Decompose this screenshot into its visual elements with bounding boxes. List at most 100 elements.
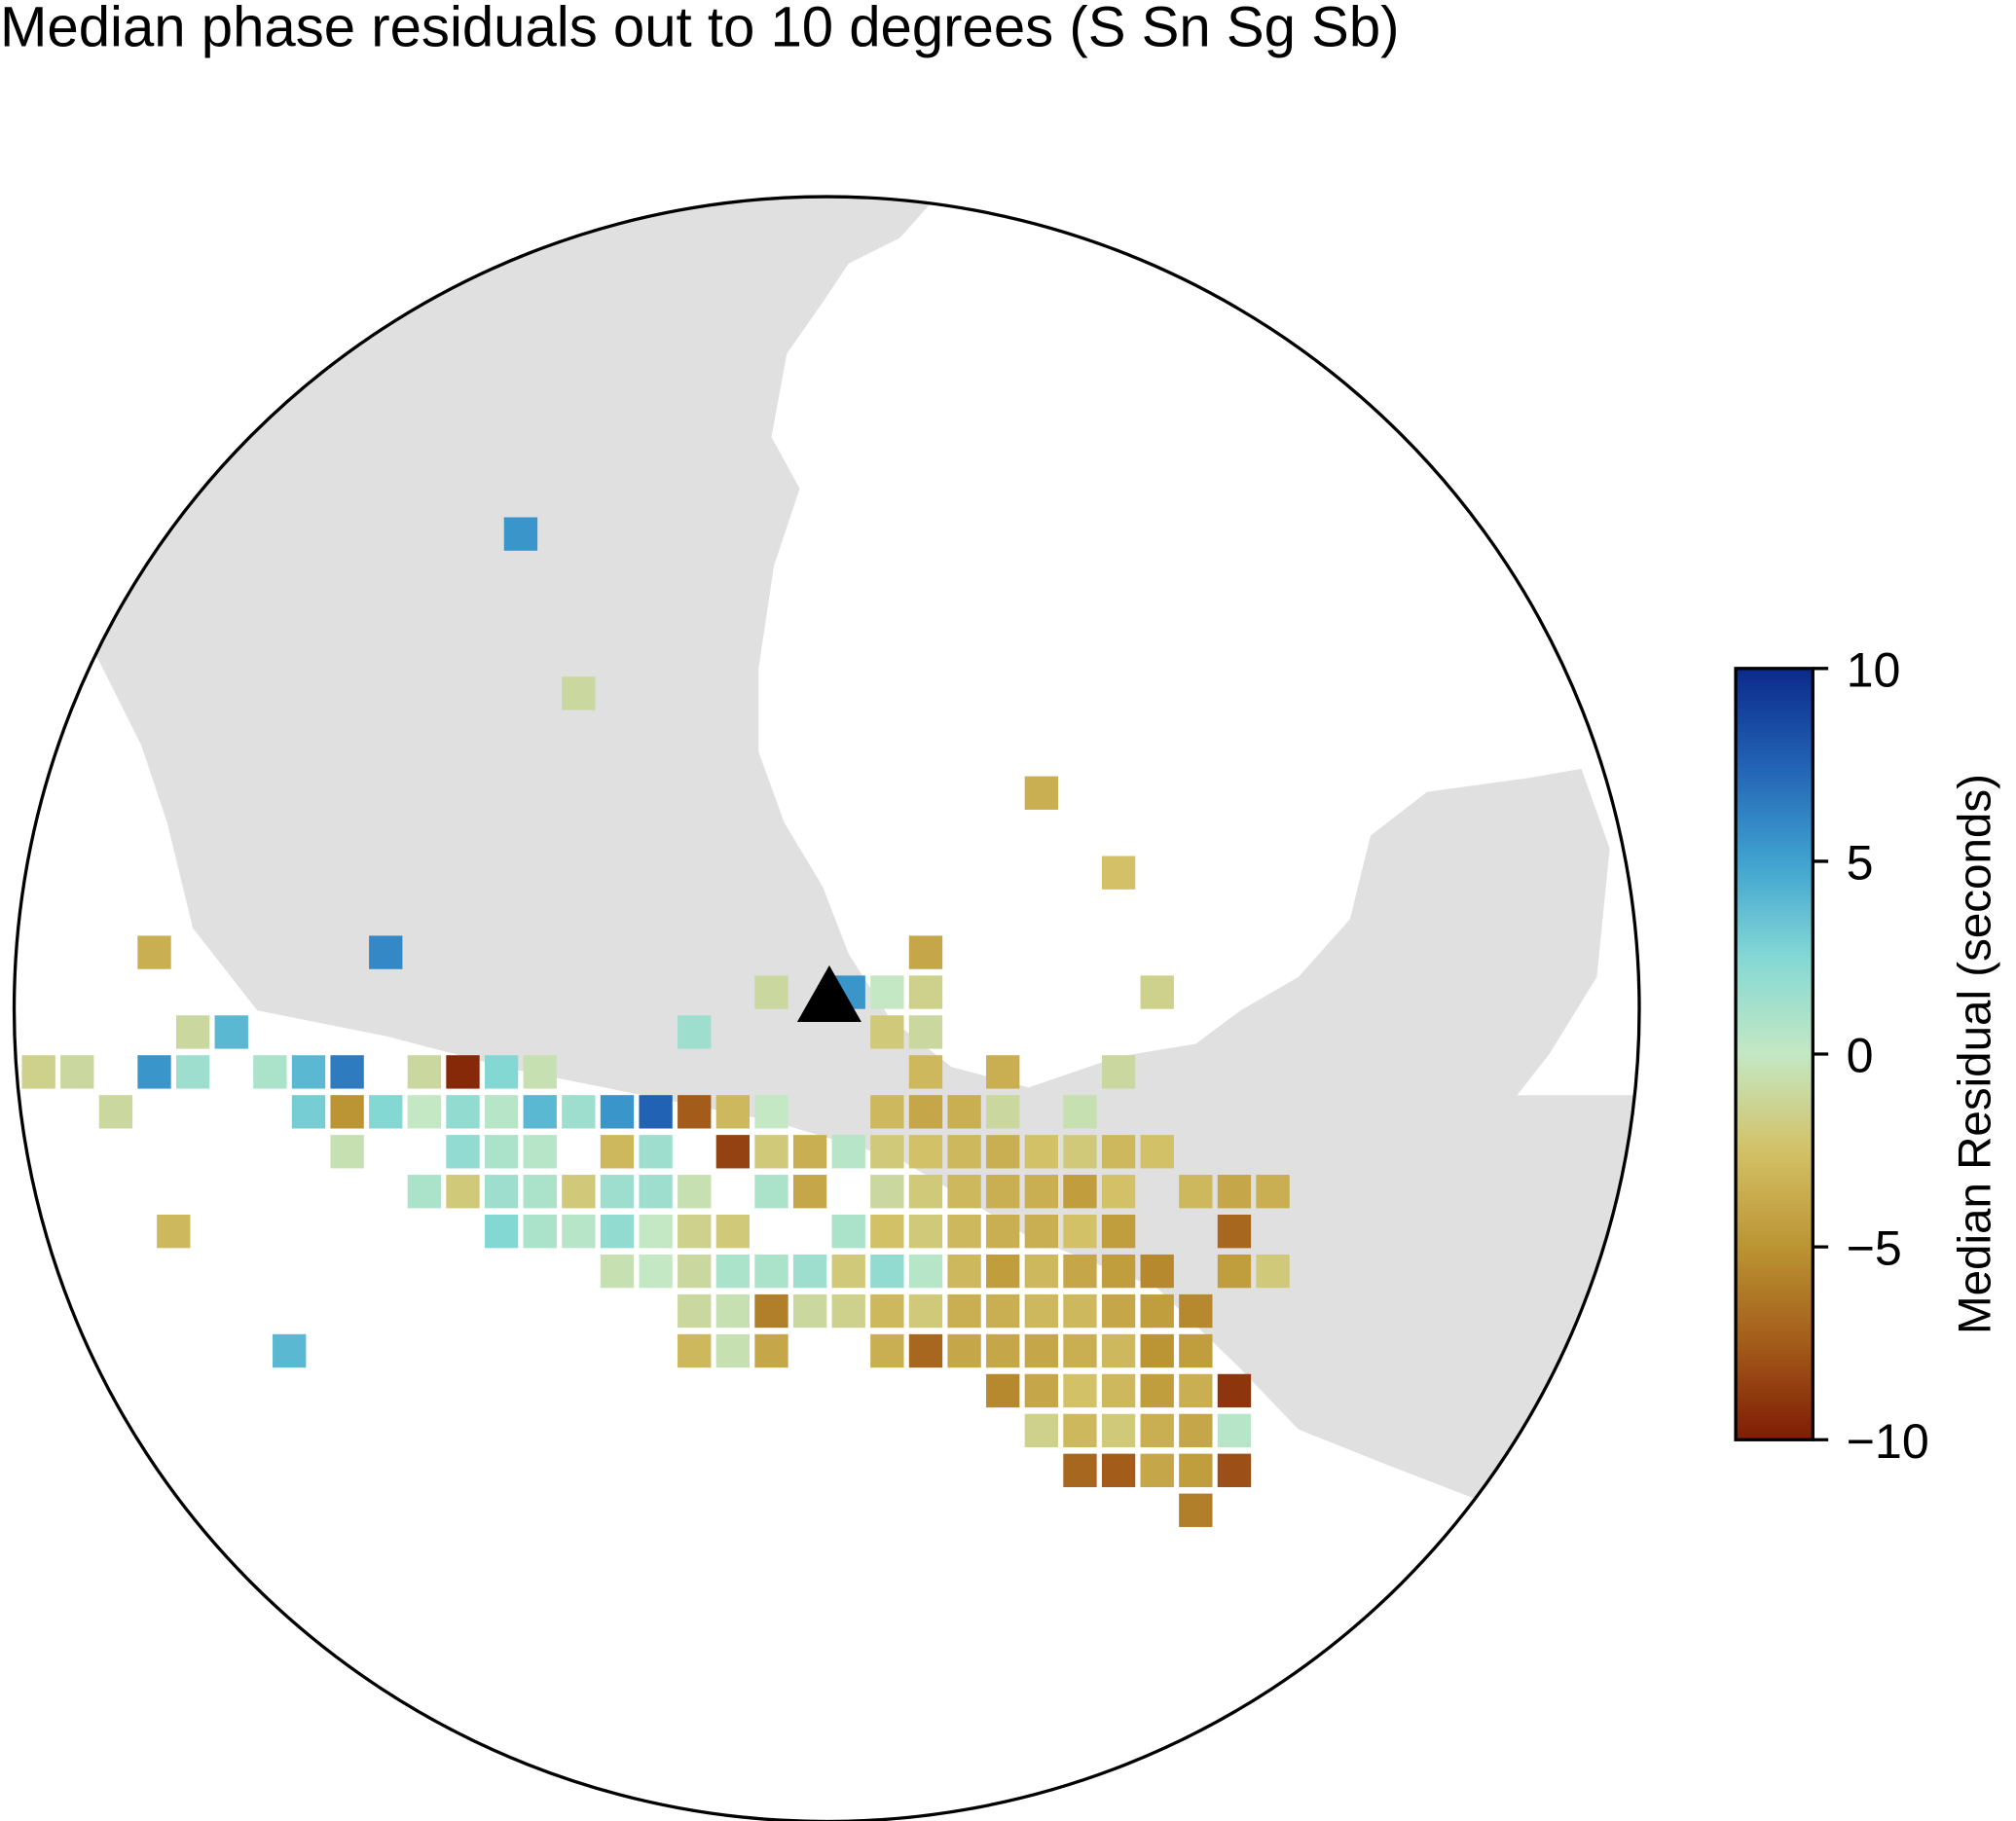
- residual-cell: [1140, 975, 1174, 1009]
- residual-cell: [330, 1055, 364, 1089]
- residual-cell: [484, 1095, 519, 1129]
- residual-cell: [831, 1214, 865, 1249]
- residual-cell: [1217, 1214, 1252, 1249]
- residual-cell: [792, 1135, 827, 1169]
- residual-cell: [1256, 1175, 1290, 1209]
- residual-cell: [1179, 1293, 1213, 1329]
- residual-cell: [1179, 1333, 1213, 1368]
- residual-cell: [60, 1055, 94, 1089]
- residual-cell: [908, 1175, 943, 1209]
- residual-cell: [908, 1055, 943, 1089]
- residual-cell: [562, 1214, 596, 1249]
- colorbar-tick-label: 0: [1847, 1029, 1874, 1083]
- residual-cell: [1101, 1453, 1136, 1487]
- residual-cell: [21, 1055, 55, 1089]
- residual-cell: [870, 1333, 904, 1368]
- residual-cell: [1024, 1413, 1059, 1448]
- residual-cell: [678, 1095, 712, 1129]
- cells: [21, 517, 1290, 1527]
- colorbar-tick-label: 10: [1847, 642, 1901, 697]
- residual-cell: [754, 1254, 788, 1289]
- residual-cell: [484, 1214, 519, 1249]
- map-frame: [13, 195, 1641, 1821]
- residual-cell: [1063, 1254, 1097, 1289]
- residual-cell: [792, 1254, 827, 1289]
- residual-cell: [1101, 1175, 1136, 1209]
- residual-cell: [678, 1254, 712, 1289]
- residual-cell: [157, 1214, 191, 1249]
- residual-cell: [1140, 1413, 1174, 1448]
- residual-cell: [986, 1175, 1020, 1209]
- residual-cell: [98, 1095, 133, 1129]
- residual-cell: [908, 975, 943, 1009]
- residual-cell: [792, 1175, 827, 1209]
- residual-cell: [1024, 1293, 1059, 1329]
- residual-cell: [1217, 1373, 1252, 1408]
- residual-cell: [1256, 1254, 1290, 1289]
- residual-cell: [986, 1254, 1020, 1289]
- residual-cell: [908, 935, 943, 969]
- residual-cell: [1024, 1254, 1059, 1289]
- residual-cell: [600, 1135, 635, 1169]
- residual-cell: [639, 1175, 673, 1209]
- residual-cell: [986, 1373, 1020, 1408]
- residual-cell: [1063, 1413, 1097, 1448]
- residual-cell: [330, 1095, 364, 1129]
- residual-cell: [1101, 1055, 1136, 1089]
- residual-cell: [754, 1095, 788, 1129]
- residual-cell: [1063, 1095, 1097, 1129]
- residual-cell: [870, 1214, 904, 1249]
- residual-cell: [1101, 1373, 1136, 1408]
- residual-cell: [523, 1095, 557, 1129]
- residual-cell: [908, 1333, 943, 1368]
- residual-cell: [137, 935, 171, 969]
- residual-cell: [908, 1015, 943, 1049]
- residual-cell: [870, 1293, 904, 1329]
- residual-cell: [1179, 1413, 1213, 1448]
- chart-title: Median phase residuals out to 10 degrees…: [0, 0, 1399, 59]
- residual-cell: [986, 1333, 1020, 1368]
- residual-cell: [446, 1175, 480, 1209]
- residual-cell: [831, 1135, 865, 1169]
- residual-cell: [639, 1135, 673, 1169]
- residual-cell: [446, 1135, 480, 1169]
- residual-cell: [754, 1135, 788, 1169]
- residual-cell: [908, 1254, 943, 1289]
- residual-cell: [446, 1095, 480, 1129]
- residual-cell: [1063, 1453, 1097, 1487]
- residual-cell: [678, 1333, 712, 1368]
- residual-cell: [792, 1293, 827, 1329]
- colorbar-tick-label: −5: [1847, 1221, 1902, 1276]
- residual-cell: [1217, 1175, 1252, 1209]
- colorbar-ticks: −10 −5 0 5 10: [1813, 642, 1929, 1469]
- residual-cell: [870, 975, 904, 1009]
- residual-cell: [1101, 1413, 1136, 1448]
- residual-cell: [369, 935, 403, 969]
- residual-cell: [523, 1055, 557, 1089]
- residual-cell: [908, 1135, 943, 1169]
- residual-cell: [273, 1333, 307, 1368]
- residual-cell: [1179, 1493, 1213, 1527]
- residual-cell: [1101, 1333, 1136, 1368]
- residual-cell: [678, 1015, 712, 1049]
- residual-cell: [1024, 1333, 1059, 1368]
- residual-cell: [1140, 1453, 1174, 1487]
- residual-cell: [562, 676, 596, 710]
- residual-cell: [1217, 1254, 1252, 1289]
- residual-cell: [600, 1214, 635, 1249]
- residual-cell: [600, 1254, 635, 1289]
- residual-cell: [986, 1293, 1020, 1329]
- residual-cell: [754, 1175, 788, 1209]
- land: [14, 197, 1639, 1543]
- colorbar-tick-label: −10: [1847, 1414, 1929, 1469]
- residual-cell: [715, 1135, 751, 1169]
- residual-cell: [947, 1254, 981, 1289]
- residual-cell: [214, 1015, 248, 1049]
- residual-cell: [1063, 1175, 1097, 1209]
- residual-cell: [870, 1175, 904, 1209]
- residual-cell: [137, 1055, 171, 1089]
- residual-cell: [330, 1135, 364, 1169]
- residual-cell: [678, 1175, 712, 1209]
- residual-cell: [1101, 1254, 1136, 1289]
- residual-cell: [1179, 1373, 1213, 1408]
